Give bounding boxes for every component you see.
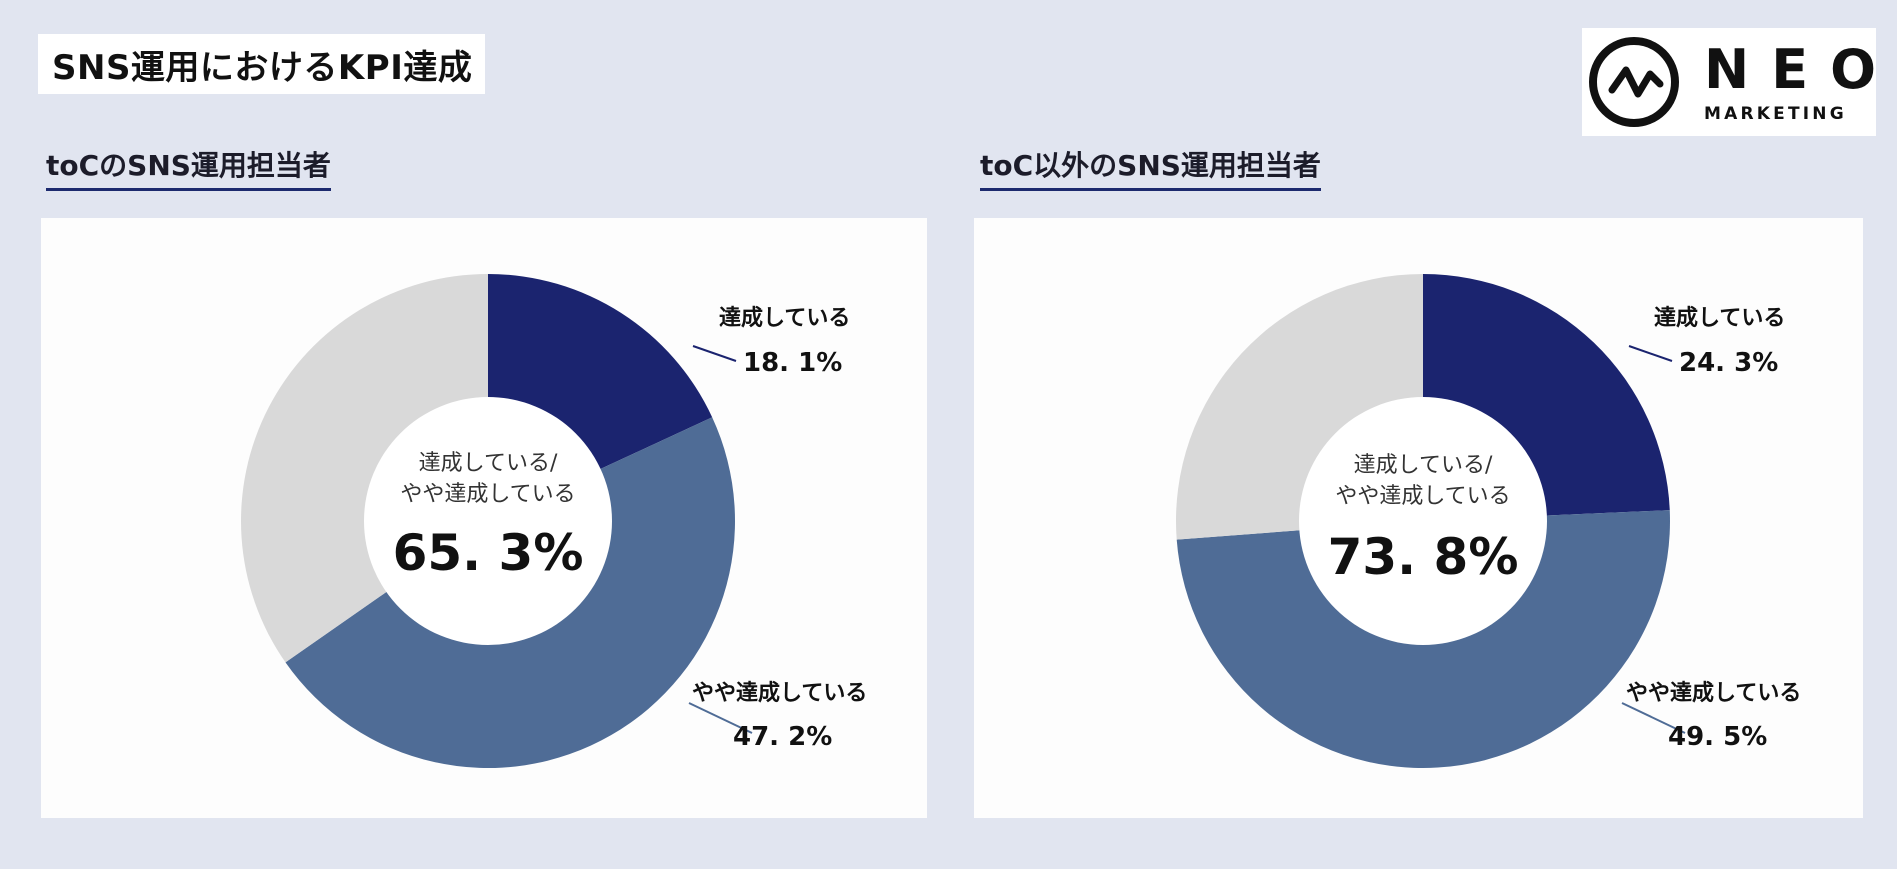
logo-tagline-text: MARKETING [1704, 104, 1847, 124]
slice-label-somewhat: やや達成している [1626, 680, 1801, 706]
neo-marketing-logo: NEO MARKETING [1582, 28, 1876, 136]
logo-brand-text: NEO [1704, 38, 1897, 101]
donut-chart-non-toc: 達成している/ やや達成している 73. 8% 達成している 24. 3% やや… [1176, 274, 1801, 768]
leader-line [692, 345, 737, 362]
donut-hole [364, 397, 612, 645]
slice-value-somewhat: 49. 5% [1668, 722, 1767, 752]
donut-hole [1299, 397, 1547, 645]
chart-title-non-toc: toC以外のSNS運用担当者 [980, 144, 1321, 191]
slice-value-somewhat: 47. 2% [733, 722, 832, 752]
leader-line [1621, 702, 1686, 734]
slice-value-achieved: 18. 1% [743, 348, 842, 378]
center-label-line1: 達成している/ [1354, 453, 1493, 478]
center-label-line2: やや達成している [400, 482, 575, 507]
page-title: SNS運用におけるKPI達成 [38, 34, 485, 94]
slice-other [240, 274, 488, 663]
chart-panel-non-toc: 達成している/ やや達成している 73. 8% 達成している 24. 3% やや… [974, 218, 1863, 818]
leader-line [1628, 345, 1673, 362]
leader-line [688, 702, 753, 734]
chart-title-toc: toCのSNS運用担当者 [46, 144, 331, 191]
slice-label-somewhat: やや達成している [692, 680, 867, 706]
chart-panel-toc: 達成している/ やや達成している 65. 3% 達成している 18. 1% やや… [41, 218, 927, 818]
slice-label-achieved: 達成している [1654, 305, 1785, 331]
slice-value-achieved: 24. 3% [1679, 348, 1778, 378]
center-label-line1: 達成している/ [419, 451, 558, 476]
donut-chart-toc: 達成している/ やや達成している 65. 3% 達成している 18. 1% やや… [240, 274, 867, 769]
pulse-circle-icon [1589, 37, 1679, 127]
center-value: 73. 8% [1328, 528, 1519, 586]
slice-label-achieved: 達成している [719, 305, 850, 331]
center-value: 65. 3% [393, 524, 584, 582]
center-label-line2: やや達成している [1335, 484, 1510, 509]
